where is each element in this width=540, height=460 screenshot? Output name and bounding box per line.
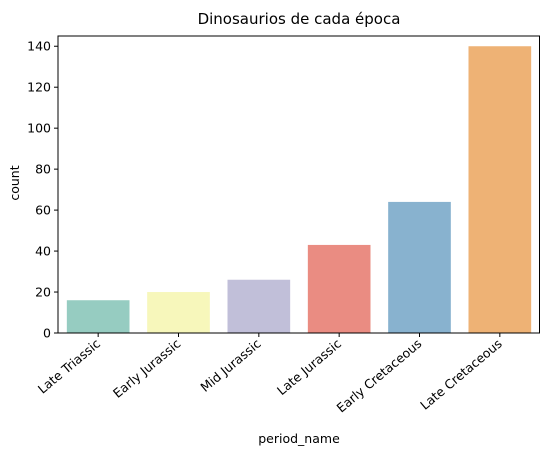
y-axis-title: count	[7, 165, 22, 200]
y-tick-label: 20	[35, 285, 51, 300]
y-tick-label: 60	[35, 203, 51, 218]
chart-title: Dinosaurios de cada época	[198, 10, 401, 28]
y-axis: 0 20 40 60 80 100 120 140	[27, 39, 58, 341]
bar-early-cretaceous	[388, 201, 451, 333]
y-tick-label: 120	[27, 80, 51, 95]
bar-late-cretaceous	[468, 46, 532, 333]
x-tick-label: Early Cretaceous	[334, 336, 425, 416]
x-axis: Late Triassic Early Jurassic Mid Jurassic L…	[35, 333, 505, 415]
bar-late-jurassic	[307, 244, 371, 333]
bars-layer	[66, 46, 532, 333]
x-tick-label: Late Triassic	[35, 336, 103, 397]
x-tick-label: Late Jurassic	[274, 336, 344, 398]
y-tick-label: 100	[27, 121, 51, 136]
y-tick-label: 0	[43, 326, 51, 341]
plot-frame	[57, 35, 540, 334]
y-tick-label: 80	[35, 162, 51, 177]
x-tick-label: Early Jurassic	[110, 336, 184, 401]
bar-mid-jurassic	[227, 279, 291, 333]
y-tick-label: 140	[27, 39, 51, 54]
bar-late-triassic	[66, 300, 130, 333]
y-tick-label: 40	[35, 244, 51, 259]
bar-early-jurassic	[147, 292, 210, 333]
plot-border	[57, 35, 540, 334]
x-tick-label: Mid Jurassic	[197, 336, 263, 395]
x-axis-title: period_name	[258, 431, 340, 446]
x-tick-label: Late Cretaceous	[417, 336, 505, 413]
